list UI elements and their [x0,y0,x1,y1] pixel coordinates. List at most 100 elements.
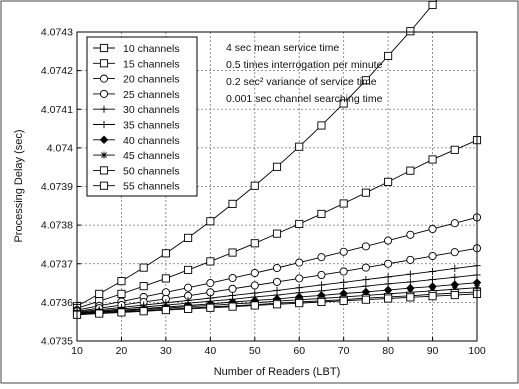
data-point-square-marker [339,296,348,305]
data-point-circle-marker [450,248,459,257]
data-point-circle-marker [361,242,370,251]
data-point-square-marker [317,297,326,307]
data-point-square-marker [428,155,437,164]
data-point-square-marker [228,302,237,311]
data-point-square-marker [295,219,304,229]
legend-label: 30 channels [123,104,180,116]
data-point-square-marker [161,306,170,315]
data-point-square-marker [272,300,282,309]
x-tick-label: 10 [71,345,83,357]
data-point-square-marker [99,166,109,175]
data-point-square-marker [228,248,237,257]
data-point-circle-marker [406,230,415,239]
legend-label: 50 channels [123,165,180,177]
data-point-square-marker [184,233,193,242]
annotation-interrogation-rate: 0.5 times interrogation per minute [226,59,383,71]
x-tick-label: 80 [382,345,394,357]
legend-entry: 45 channels [93,150,180,162]
data-point-circle-marker [295,274,304,283]
y-tick-label: 4.074 [47,142,73,154]
data-point-square-marker [295,299,304,308]
data-point-circle-marker [339,247,348,256]
x-tick-label: 40 [204,345,216,357]
annotations: 4 sec mean service time 0.5 times interr… [226,42,383,105]
data-point-square-marker [250,181,259,190]
data-point-square-marker [428,292,437,301]
data-point-circle-marker [99,74,109,83]
data-point-plus-marker [340,278,348,286]
x-tick-label: 20 [116,345,128,357]
data-point-square-marker [339,199,348,208]
data-point-plus-marker [428,267,437,276]
y-tick-label: 4.0743 [41,27,73,39]
legend-label: 15 channels [123,58,180,70]
data-point-circle-marker [428,251,437,261]
series-55-channels [72,289,482,319]
legend-entry: 25 channels [93,89,180,101]
data-point-square-marker [161,274,170,283]
data-point-circle-marker [250,268,259,278]
y-tick-label: 4.0737 [41,258,73,270]
data-point-diamond-marker [99,135,109,145]
y-tick-label: 4.0735 [41,336,73,348]
y-tick-label: 4.0739 [41,181,73,193]
y-tick-label: 4.0736 [41,297,73,309]
data-point-square-marker [206,217,215,226]
y-axis-label: Processing Delay (sec) [13,129,25,242]
legend-entry: 35 channels [93,120,180,132]
data-point-square-marker [428,0,437,10]
legend-entry: 10 channels [93,43,180,55]
data-point-square-marker [206,257,215,266]
data-point-circle-marker [384,259,393,268]
data-point-square-marker [117,289,126,298]
data-point-square-marker [117,277,126,286]
data-point-square-marker [406,27,415,36]
data-point-plus-marker [100,105,108,113]
legend-entry: 15 channels [93,58,180,70]
data-point-square-marker [139,263,148,272]
x-tick-label: 100 [468,345,486,357]
data-point-circle-marker [295,258,304,267]
data-point-square-marker [95,309,104,318]
legend-label: 40 channels [123,135,180,147]
data-point-square-marker [406,293,415,302]
legend-entry: 30 channels [93,104,180,116]
data-point-plus-marker [451,273,459,281]
x-tick-label: 50 [249,345,261,357]
data-point-plus-marker [451,264,459,272]
data-point-circle-marker [361,263,370,272]
data-point-circle-marker [99,89,109,98]
ticks: 10 20 30 40 50 60 70 80 90 100 4.0735 4.0736 4.0737 4… [41,27,486,358]
legend-label: 20 channels [123,74,180,86]
data-point-square-marker [117,308,126,317]
x-tick-label: 90 [427,345,439,357]
data-point-circle-marker [228,273,237,283]
data-point-square-marker [295,142,304,151]
y-tick-label: 4.0742 [41,65,73,77]
data-point-square-marker [450,145,459,154]
data-point-square-marker [361,76,370,85]
legend-label: 10 channels [123,43,180,55]
data-point-square-marker [139,282,148,291]
data-point-square-marker [184,265,193,274]
annotation-channel-search-time: 0.001 sec channel searching time [226,93,383,105]
data-point-square-marker [272,229,282,238]
data-point-plus-marker [428,275,437,284]
data-point-square-marker [384,177,393,186]
data-point-square-marker [99,59,109,68]
data-point-square-marker [139,307,148,316]
data-point-square-marker [99,181,109,190]
data-point-circle-marker [250,281,259,290]
data-point-circle-marker [228,284,237,293]
data-point-square-marker [250,301,259,310]
data-point-square-marker [272,162,282,171]
legend-label: 25 channels [123,89,180,101]
data-point-square-marker [161,249,170,258]
series-25-channels [72,244,482,316]
data-point-square-marker [317,121,326,130]
data-point-square-marker [317,209,326,218]
data-point-square-marker [95,289,104,298]
